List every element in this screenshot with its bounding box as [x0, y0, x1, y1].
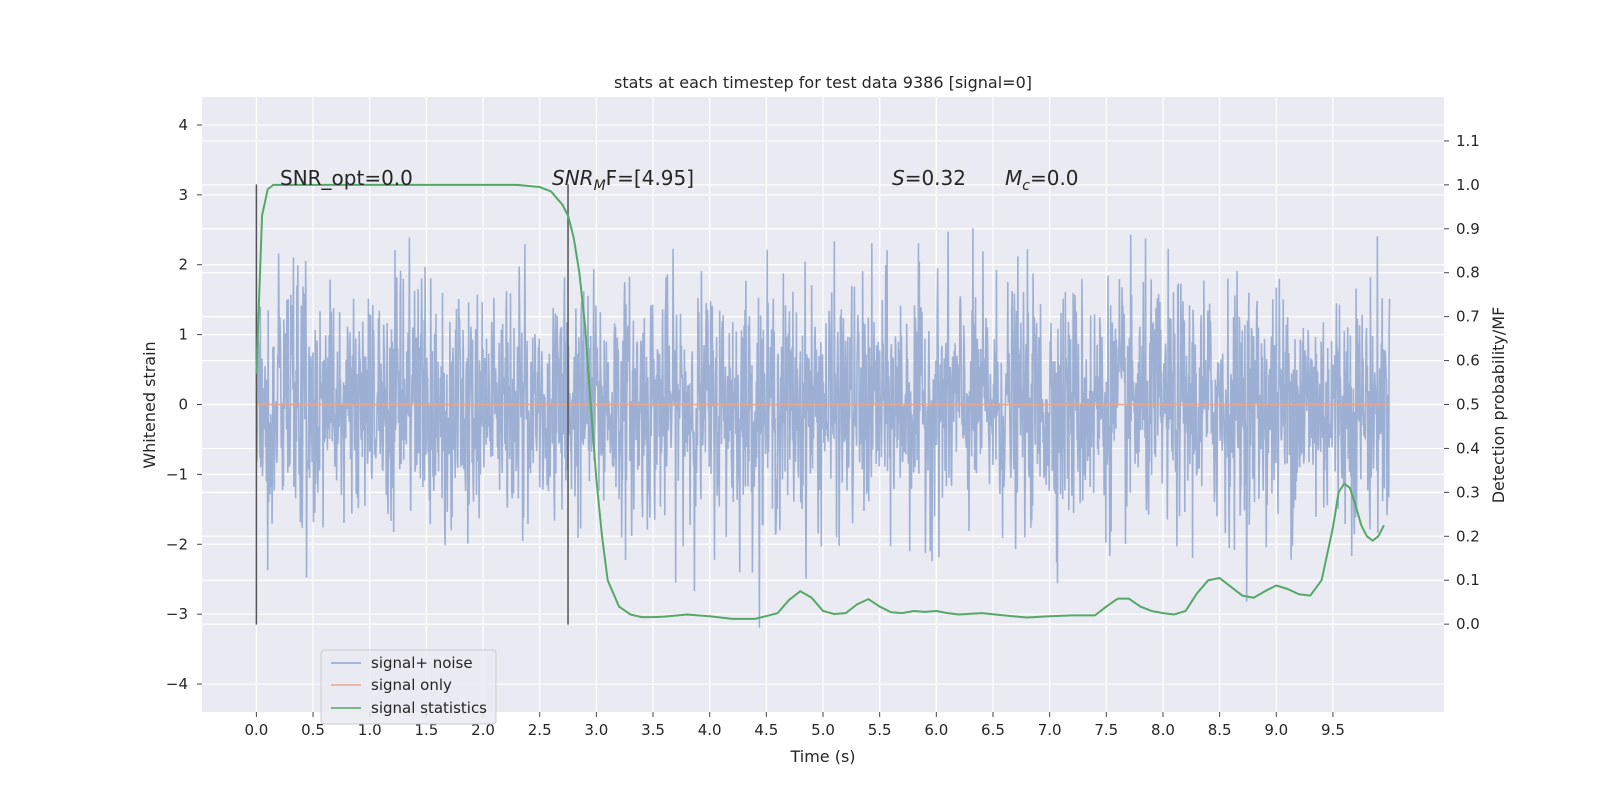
annotation-snr-mf-tail: F=[4.95]	[606, 166, 694, 190]
annotation-mc-tail: =0.0	[1030, 166, 1079, 190]
annotation-s-tail: =0.32	[905, 166, 966, 190]
y-tick-label-right: 0.5	[1456, 396, 1480, 414]
legend-label-signal-statistics: signal statistics	[371, 699, 487, 717]
annotation-snr-opt: SNR_opt=0.0	[280, 166, 413, 190]
y-axis-label-right: Detection probability/MF	[1489, 307, 1508, 504]
y-tick-label-right: 0.0	[1456, 615, 1480, 633]
y-tick-label-right: 0.6	[1456, 352, 1480, 370]
y-tick-label-right: 0.2	[1456, 527, 1480, 545]
annotation-mc-sub: c	[1022, 178, 1030, 194]
y-tick-label-right: 0.1	[1456, 571, 1480, 589]
annotation-s: S=0.32	[892, 166, 966, 190]
x-axis-label: Time (s)	[789, 747, 855, 766]
y-tick-label-right: 1.1	[1456, 132, 1480, 150]
y-axis-label-left: Whitened strain	[140, 341, 159, 468]
x-tick-label: 0.5	[301, 721, 325, 739]
chart-title: stats at each timestep for test data 938…	[614, 73, 1032, 92]
annotation-mc-math: M	[1005, 166, 1022, 190]
lines	[255, 183, 1390, 625]
annotation-snr-mf: SNRMF=[4.95]	[552, 166, 694, 194]
x-tick-label: 9.5	[1321, 721, 1345, 739]
x-tick-label: 5.0	[811, 721, 835, 739]
x-tick-label: 7.5	[1094, 721, 1118, 739]
y-tick-label-right: 0.8	[1456, 264, 1480, 282]
x-tick-label: 1.5	[414, 721, 438, 739]
series-signal-plus-noise	[255, 228, 1391, 628]
y-tick-label-right: 0.4	[1456, 439, 1480, 457]
x-tick-label: 3.0	[584, 721, 608, 739]
x-tick-label: 2.0	[471, 721, 495, 739]
legend-box	[320, 649, 497, 725]
ticks: 0.0 0.5 1.0 1.5 2.0 2.5 3.0 3.5 4.0 4.5 5.0 5.5 6.0 6…	[166, 116, 1480, 739]
y-tick-label-left: 4	[178, 116, 188, 134]
y-tick-label-left: 1	[178, 326, 188, 344]
y-tick-label-right: 0.7	[1456, 308, 1480, 326]
annotation-snr-mf-math: SNR	[552, 166, 594, 190]
x-tick-label: 4.5	[754, 721, 778, 739]
y-tick-label-left: −4	[166, 675, 188, 693]
x-tick-label: 5.5	[868, 721, 892, 739]
annotation-snr-mf-tail-f: F=[4.95]	[606, 166, 694, 190]
x-tick-label: 4.0	[698, 721, 722, 739]
y-tick-label-right: 0.3	[1456, 483, 1480, 501]
y-tick-label-left: 2	[178, 256, 188, 274]
legend-label-signal-only: signal only	[371, 676, 452, 694]
x-tick-label: 3.5	[641, 721, 665, 739]
x-tick-label: 8.5	[1208, 721, 1232, 739]
x-tick-label: 8.0	[1151, 721, 1175, 739]
legend-label-signal-plus-noise: signal+ noise	[371, 654, 473, 672]
y-tick-label-right: 0.9	[1456, 220, 1480, 238]
x-tick-label: 7.0	[1038, 721, 1062, 739]
x-tick-label: 6.0	[924, 721, 948, 739]
x-tick-label: 0.0	[244, 721, 268, 739]
y-tick-label-right: 1.0	[1456, 176, 1480, 194]
y-tick-label-left: 3	[178, 186, 188, 204]
y-tick-label-left: −2	[166, 535, 188, 553]
annotation-mc: Mc=0.0	[1005, 166, 1079, 194]
annotation-snr-mf-sub: M	[594, 178, 606, 194]
noise-trace	[255, 228, 1391, 628]
annotation-s-math: S	[892, 166, 905, 190]
legend: signal+ noise signal only signal statist…	[320, 649, 497, 725]
y-tick-label-left: −3	[166, 605, 188, 623]
y-tick-label-left: −1	[166, 465, 188, 483]
x-tick-label: 9.0	[1264, 721, 1288, 739]
x-tick-label: 6.5	[981, 721, 1005, 739]
series-signal-statistics	[255, 183, 1385, 620]
x-tick-label: 1.0	[358, 721, 382, 739]
y-tick-label-left: 0	[178, 396, 188, 414]
x-tick-label: 2.5	[528, 721, 552, 739]
